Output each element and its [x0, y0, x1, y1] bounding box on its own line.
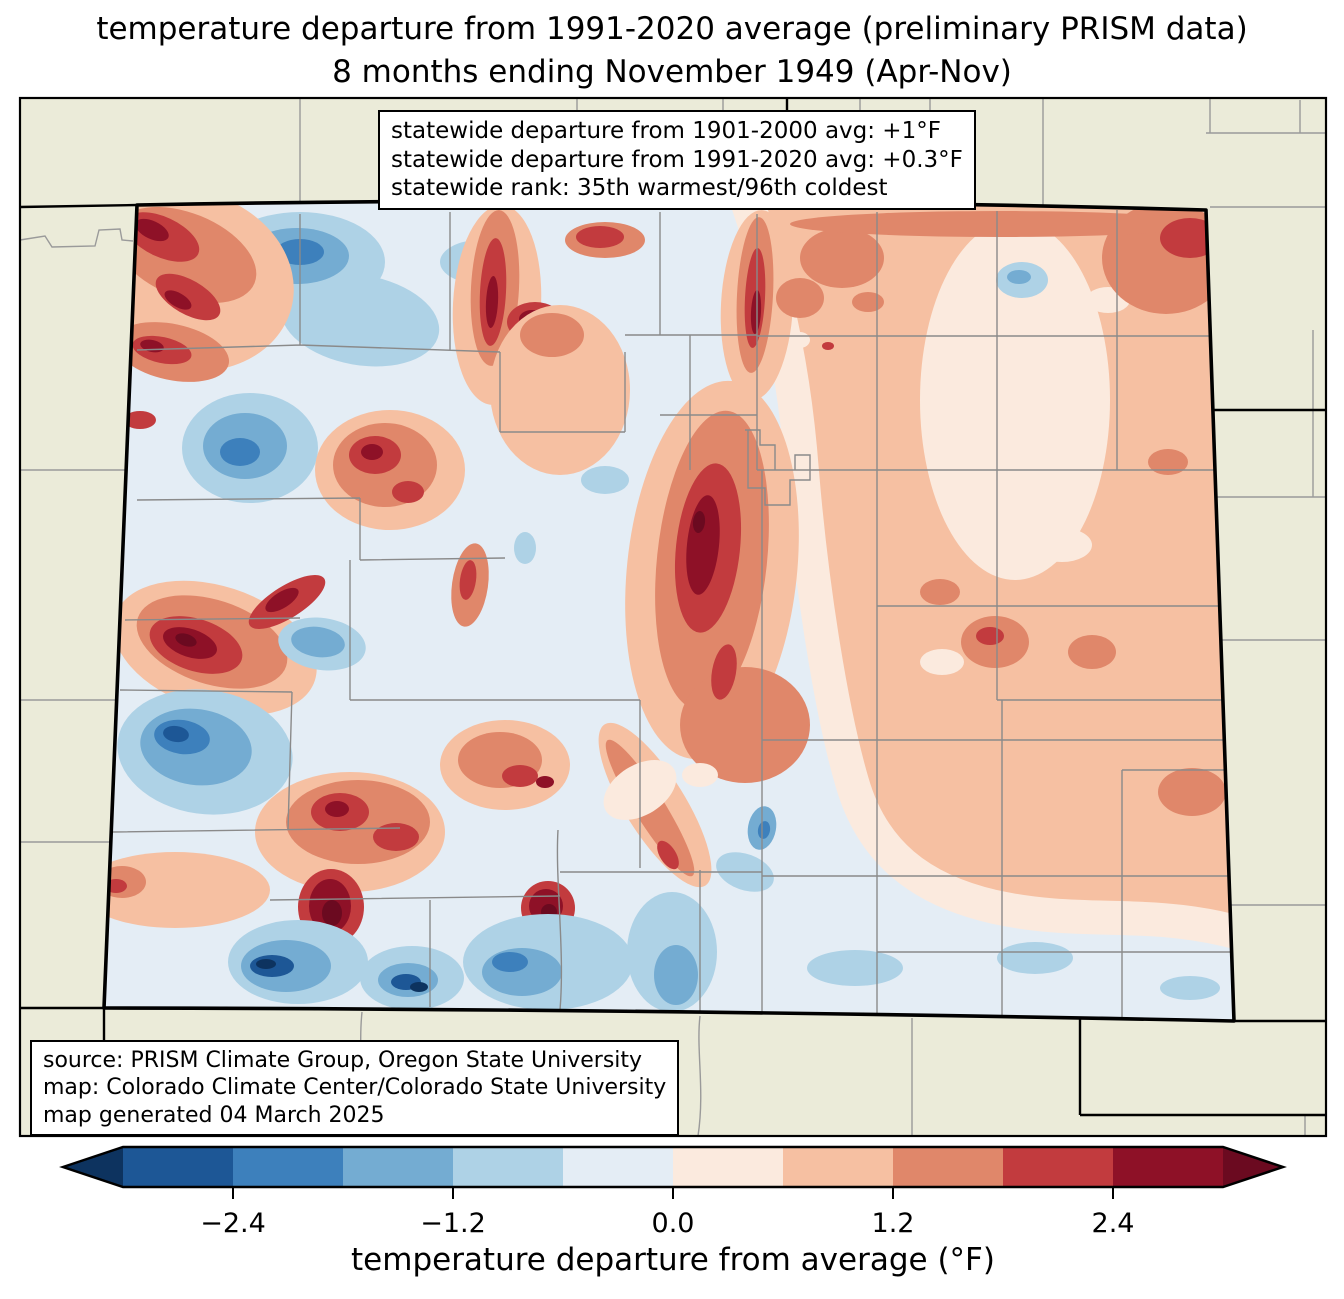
source-line-2: map: Colorado Climate Center/Colorado St… — [43, 1075, 667, 1101]
colorbar-under-arrow — [63, 1147, 123, 1187]
colorbar: −2.4 −1.2 0.0 1.2 2.4 temperature depart… — [59, 1145, 1287, 1278]
plot-frame — [18, 96, 1328, 1138]
stats-line-1: statewide departure from 1901-2000 avg: … — [391, 118, 941, 144]
stats-line-2: statewide departure from 1991-2020 avg: … — [391, 146, 963, 173]
county-lines — [111, 210, 1231, 1020]
title-line1: temperature departure from 1991-2020 ave… — [96, 11, 1248, 47]
colorbar-over-arrow — [1223, 1147, 1283, 1187]
source-line-3: map generated 04 March 2025 — [43, 1102, 385, 1128]
colorbar-segment — [343, 1147, 453, 1187]
colorbar-outline — [59, 1145, 1287, 1189]
colorbar-segment — [123, 1147, 233, 1187]
colorbar-segment — [563, 1147, 673, 1187]
colorbar-tick-label: −2.4 — [200, 1208, 266, 1239]
statewide-stats-box: statewide departure from 1901-2000 avg: … — [378, 110, 976, 210]
colorbar-tick-label: 2.4 — [1092, 1208, 1135, 1239]
colorbar-segment — [783, 1147, 893, 1187]
title-line2: 8 months ending November 1949 (Apr-Nov) — [332, 53, 1012, 90]
colorbar-segment — [233, 1147, 343, 1187]
colorbar-segment — [453, 1147, 563, 1187]
colorbar-axis-label: temperature departure from average (°F) — [351, 1242, 995, 1278]
colorbar-segment — [1003, 1147, 1113, 1187]
colorbar-segment — [673, 1147, 783, 1187]
colorbar-tick-label: 1.2 — [872, 1208, 915, 1239]
colorbar-segment — [1113, 1147, 1223, 1187]
stats-line-3: statewide rank: 35th warmest/96th coldes… — [391, 175, 888, 202]
colorbar-tick-label: −1.2 — [420, 1208, 486, 1239]
colorbar-segment — [893, 1147, 1003, 1187]
source-line-1: source: PRISM Climate Group, Oregon Stat… — [43, 1048, 643, 1073]
figure-title: temperature departure from 1991-2020 ave… — [0, 8, 1344, 94]
source-box: source: PRISM Climate Group, Oregon Stat… — [30, 1040, 680, 1136]
colorado-contour-field — [104, 201, 1234, 1021]
colorbar-tick-label: 0.0 — [652, 1208, 695, 1239]
